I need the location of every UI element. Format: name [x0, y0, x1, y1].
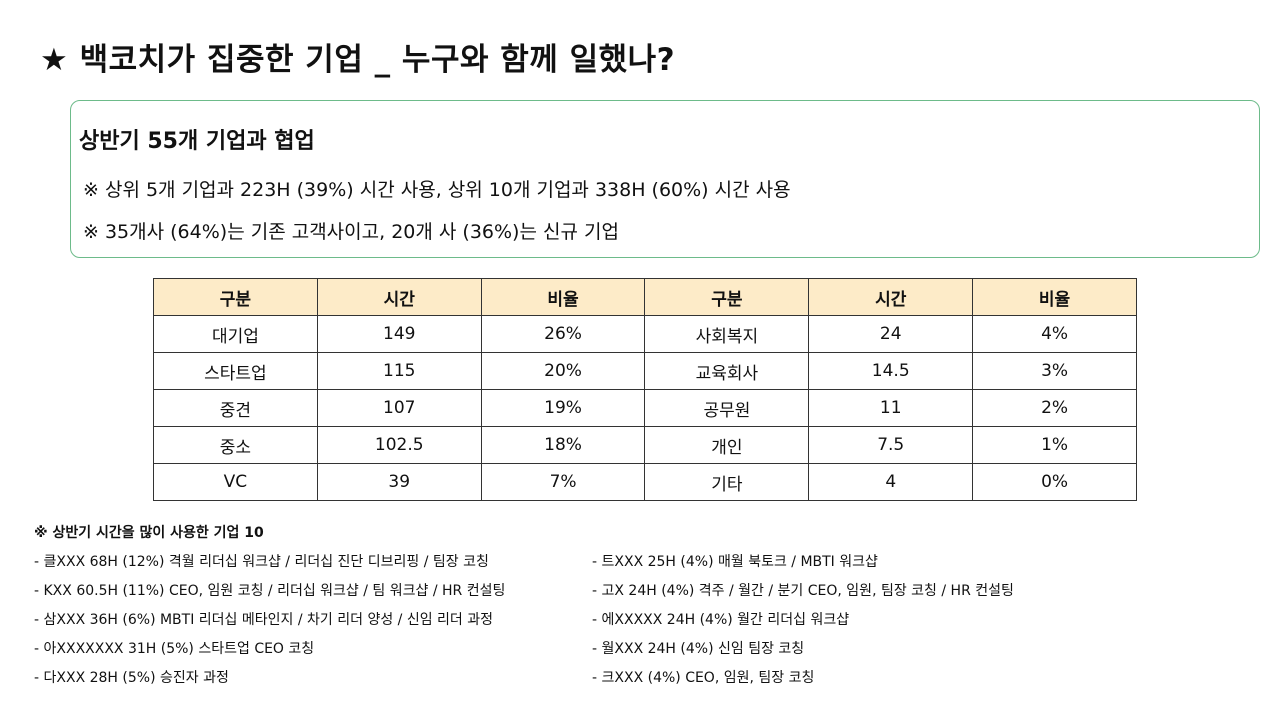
table-cell: 18% [480, 426, 646, 464]
column-header: 구분 [644, 278, 810, 316]
table-row: 중견 107 19% 공무원 11 2% [153, 389, 1137, 427]
list-item: - 아XXXXXXX 31H (5%) 스타트업 CEO 코칭 [34, 641, 315, 657]
column-header: 비율 [972, 278, 1137, 316]
table-cell: 4% [972, 315, 1137, 353]
table-cell: 26% [480, 315, 646, 353]
hours-by-category-table: 구분 시간 비율 구분 시간 비율 대기업 149 26% 사회복지 24 4%… [153, 278, 1137, 501]
list-item: - 다XXX 28H (5%) 승진자 과정 [34, 670, 229, 686]
table-cell: 107 [316, 389, 482, 427]
top-companies-list-right: - 트XXX 25H (4%) 매월 북토크 / MBTI 워크샵 - 고X 2… [592, 548, 1014, 693]
list-item: - 월XXX 24H (4%) 신임 팀장 코칭 [592, 641, 805, 657]
table-cell: 19% [480, 389, 646, 427]
table-cell: 4 [808, 463, 974, 501]
list-item: - 삼XXX 36H (6%) MBTI 리더십 메타인지 / 차기 리더 양성… [34, 612, 493, 628]
list-item: - KXX 60.5H (11%) CEO, 임원 코칭 / 리더십 워크샵 /… [34, 583, 506, 599]
table-header-row: 구분 시간 비율 구분 시간 비율 [153, 278, 1137, 316]
summary-heading: 상반기 55개 기업과 협업 [79, 129, 315, 154]
table-cell: 대기업 [153, 315, 318, 353]
list-item: - 에XXXXX 24H (4%) 월간 리더십 워크샵 [592, 612, 850, 628]
table-cell: 20% [480, 352, 646, 390]
table-cell: 7.5 [808, 426, 974, 464]
table-cell: 1% [972, 426, 1137, 464]
column-header: 구분 [153, 278, 318, 316]
table-cell: 중소 [153, 426, 318, 464]
table-cell: 11 [808, 389, 974, 427]
top-companies-heading: ※ 상반기 시간을 많이 사용한 기업 10 [34, 525, 264, 541]
table-cell: 149 [316, 315, 482, 353]
table-cell: 2% [972, 389, 1137, 427]
column-header: 시간 [316, 278, 482, 316]
table-cell: 개인 [644, 426, 810, 464]
table-cell: 중견 [153, 389, 318, 427]
top-companies-list-left: - 클XXX 68H (12%) 격월 리더십 워크샵 / 리더십 진단 디브리… [34, 548, 505, 693]
table-cell: 24 [808, 315, 974, 353]
table-cell: 스타트업 [153, 352, 318, 390]
table-cell: 3% [972, 352, 1137, 390]
table-cell: 115 [316, 352, 482, 390]
table-row: 대기업 149 26% 사회복지 24 4% [153, 315, 1137, 353]
table-cell: 교육회사 [644, 352, 810, 390]
table-cell: 7% [480, 463, 646, 501]
table-cell: 사회복지 [644, 315, 810, 353]
summary-note: ※ 상위 5개 기업과 223H (39%) 시간 사용, 상위 10개 기업과… [83, 179, 791, 201]
column-header: 시간 [808, 278, 974, 316]
table-cell: 기타 [644, 463, 810, 501]
table-cell: VC [153, 463, 318, 501]
table-row: VC 39 7% 기타 4 0% [153, 463, 1137, 501]
table-cell: 공무원 [644, 389, 810, 427]
list-item: - 트XXX 25H (4%) 매월 북토크 / MBTI 워크샵 [592, 554, 878, 570]
summary-box: 상반기 55개 기업과 협업 ※ 상위 5개 기업과 223H (39%) 시간… [70, 100, 1260, 258]
list-item: - 크XXX (4%) CEO, 임원, 팀장 코칭 [592, 670, 815, 686]
list-item: - 고X 24H (4%) 격주 / 월간 / 분기 CEO, 임원, 팀장 코… [592, 583, 1014, 599]
page-title: ★ 백코치가 집중한 기업 _ 누구와 함께 일했나? [40, 42, 676, 78]
table-row: 스타트업 115 20% 교육회사 14.5 3% [153, 352, 1137, 390]
column-header: 비율 [480, 278, 646, 316]
table-cell: 0% [972, 463, 1137, 501]
table-row: 중소 102.5 18% 개인 7.5 1% [153, 426, 1137, 464]
table-cell: 102.5 [316, 426, 482, 464]
table-cell: 39 [316, 463, 482, 501]
list-item: - 클XXX 68H (12%) 격월 리더십 워크샵 / 리더십 진단 디브리… [34, 554, 489, 570]
table-cell: 14.5 [808, 352, 974, 390]
summary-note: ※ 35개사 (64%)는 기존 고객사이고, 20개 사 (36%)는 신규 … [83, 221, 619, 243]
